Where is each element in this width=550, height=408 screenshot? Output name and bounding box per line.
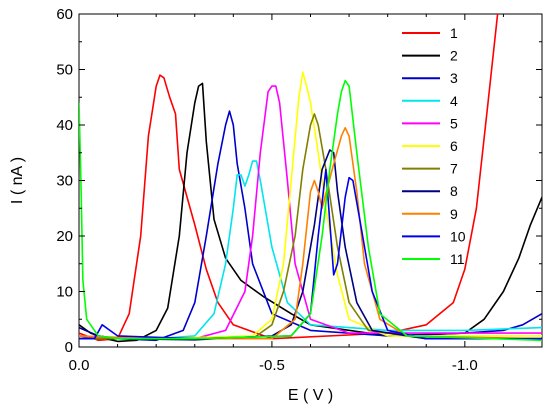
x-tick-label: -0.5 xyxy=(259,357,285,374)
y-tick-label: 60 xyxy=(56,6,73,23)
series-line-5 xyxy=(79,85,542,340)
series-line-1 xyxy=(79,14,499,342)
x-tick-label: 0.0 xyxy=(69,357,90,374)
series-line-7 xyxy=(79,113,542,340)
series-line-11 xyxy=(79,79,542,342)
legend-label-9: 9 xyxy=(450,206,458,222)
y-tick-label: 50 xyxy=(56,62,73,79)
series-layer xyxy=(79,14,542,343)
series-line-2 xyxy=(79,82,542,343)
legend-label-8: 8 xyxy=(450,183,458,199)
legend-label-6: 6 xyxy=(450,138,458,154)
legend-label-2: 2 xyxy=(450,48,458,64)
x-tick-label: -1.0 xyxy=(452,357,478,374)
y-tick-label: 20 xyxy=(56,228,73,245)
legend-label-10: 10 xyxy=(450,228,466,244)
y-tick-label: 30 xyxy=(56,173,73,190)
y-tick-label: 0 xyxy=(65,339,73,356)
x-axis-title: E ( V ) xyxy=(288,387,333,404)
axis-ticks: 0 10 20 30 40 50 60 0.0 -0.5 -1.0 xyxy=(56,6,542,374)
series-line-6 xyxy=(79,71,542,340)
legend-label-3: 3 xyxy=(450,70,458,86)
series-line-10 xyxy=(79,168,542,340)
y-tick-label: 40 xyxy=(56,117,73,134)
plot-frame xyxy=(78,13,543,348)
y-axis-title: I ( nA ) xyxy=(9,157,26,204)
legend-label-5: 5 xyxy=(450,115,458,131)
legend-label-11: 11 xyxy=(450,251,465,267)
legend-label-4: 4 xyxy=(450,93,458,109)
legend: 1 2 3 4 5 6 7 8 9 10 11 xyxy=(402,25,466,267)
y-tick-label: 10 xyxy=(56,284,73,301)
series-line-4 xyxy=(79,160,542,340)
legend-label-7: 7 xyxy=(450,161,458,177)
legend-label-1: 1 xyxy=(450,25,458,41)
